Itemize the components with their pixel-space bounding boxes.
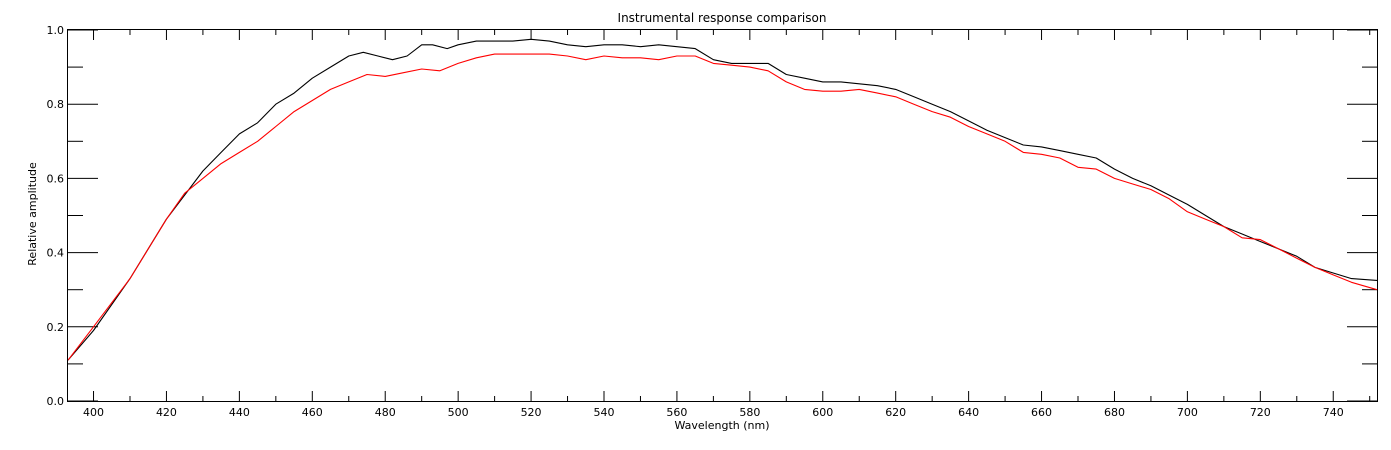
x-tick-label: 580 <box>739 406 760 419</box>
x-tick-label: 400 <box>83 406 104 419</box>
plot-frame <box>67 29 1378 402</box>
x-tick-label: 720 <box>1250 406 1271 419</box>
x-tick-label: 620 <box>885 406 906 419</box>
series-line-2 <box>67 53 1378 361</box>
x-tick-label: 520 <box>521 406 542 419</box>
y-tick-label: 0.0 <box>47 395 65 408</box>
x-tick-label: 560 <box>666 406 687 419</box>
x-tick-label: 660 <box>1031 406 1052 419</box>
x-tick-label: 640 <box>958 406 979 419</box>
series-line-1 <box>67 38 1378 361</box>
y-axis-label: Relative amplitude <box>26 162 39 266</box>
y-tick-label: 1.0 <box>47 24 65 37</box>
x-axis-label: Wavelength (nm) <box>674 419 769 432</box>
x-tick-label: 700 <box>1177 406 1198 419</box>
x-tick-label: 540 <box>593 406 614 419</box>
y-tick-label: 0.6 <box>47 172 65 185</box>
y-tick-label: 0.4 <box>47 247 65 260</box>
x-tick-label: 500 <box>448 406 469 419</box>
x-tick-label: 460 <box>302 406 323 419</box>
y-tick-label: 0.2 <box>47 321 65 334</box>
y-tick-label: 0.8 <box>47 98 65 111</box>
x-tick-label: 680 <box>1104 406 1125 419</box>
x-tick-label: 740 <box>1323 406 1344 419</box>
x-tick-label: 420 <box>156 406 177 419</box>
x-tick-label: 440 <box>229 406 250 419</box>
x-tick-label: 600 <box>812 406 833 419</box>
series-group <box>67 38 1378 361</box>
axis-ticks: 400 420 440 460 480 500 520 540 560 580 600 620 640 6… <box>47 24 1377 419</box>
x-tick-label: 480 <box>375 406 396 419</box>
chart-title: Instrumental response comparison <box>618 11 827 25</box>
